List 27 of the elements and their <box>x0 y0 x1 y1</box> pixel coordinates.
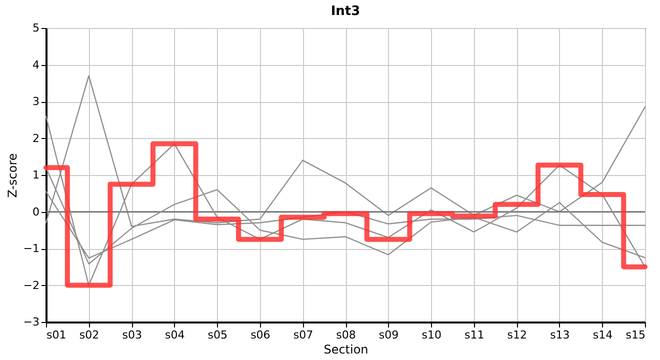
y-tick-label: 5 <box>32 22 40 34</box>
x-tick-label: s05 <box>208 328 228 342</box>
x-tick-label: s02 <box>79 328 100 342</box>
x-tick-label: s01 <box>46 328 66 342</box>
y-tick-label: −1 <box>23 242 40 255</box>
x-tick-label: s03 <box>122 328 142 342</box>
y-tick-label: 0 <box>32 205 40 218</box>
x-tick-label: s10 <box>422 328 442 342</box>
x-axis-title: Section <box>324 342 368 356</box>
chart-title: Int3 <box>330 4 360 19</box>
x-tick-label: s07 <box>293 328 314 342</box>
y-tick-label: −3 <box>23 316 40 328</box>
y-tick-label: 4 <box>32 58 40 72</box>
x-tick-label: s09 <box>378 328 399 342</box>
x-tick-label: s15 <box>626 328 646 342</box>
y-axis-title: Z-score <box>5 153 20 198</box>
x-tick-label: s14 <box>592 328 613 342</box>
x-tick-label: s11 <box>464 328 484 342</box>
x-tick-label: s13 <box>550 328 570 342</box>
x-tick-label: s04 <box>164 328 185 342</box>
x-tick-label: s08 <box>336 328 356 342</box>
x-tick-label: s12 <box>507 328 528 342</box>
y-tick-label: 1 <box>32 168 40 182</box>
y-tick-label: 3 <box>32 95 40 108</box>
y-tick-label: 2 <box>32 132 40 145</box>
x-tick-label: s06 <box>250 328 270 342</box>
y-tick-label: −2 <box>23 278 40 292</box>
